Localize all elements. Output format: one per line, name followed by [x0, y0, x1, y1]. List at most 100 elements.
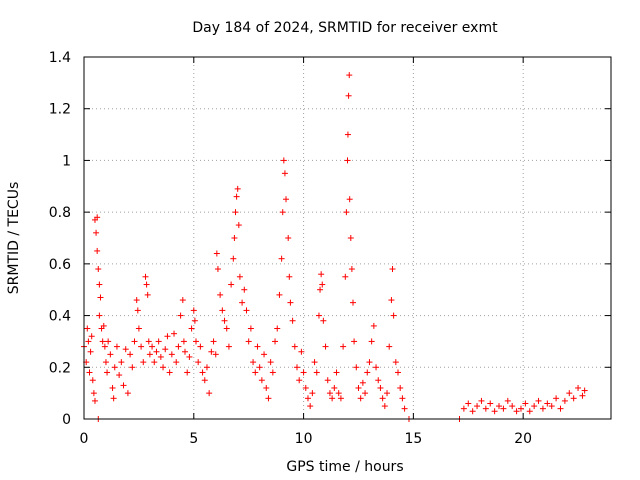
- data-point: [186, 353, 193, 360]
- data-point: [366, 359, 373, 366]
- data-point: [256, 364, 263, 371]
- data-point: [309, 390, 316, 397]
- data-point: [377, 384, 384, 391]
- data-point: [491, 408, 498, 415]
- data-point: [557, 405, 564, 412]
- data-point: [333, 369, 340, 376]
- data-point: [460, 405, 467, 412]
- data-point: [278, 255, 285, 262]
- data-point: [304, 395, 311, 402]
- data-point: [346, 196, 353, 203]
- y-axis-label: SRMTID / TECUs: [6, 182, 22, 295]
- chart-title: Day 184 of 2024, SRMTID for receiver exm…: [192, 20, 498, 36]
- data-point: [465, 400, 472, 407]
- data-point: [267, 359, 274, 366]
- data-point: [298, 348, 305, 355]
- data-point: [355, 384, 362, 391]
- data-point: [192, 338, 199, 345]
- data-point: [89, 377, 96, 384]
- data-point: [368, 338, 375, 345]
- data-point: [133, 297, 140, 304]
- data-point: [364, 369, 371, 376]
- data-point: [101, 343, 108, 350]
- data-point: [392, 359, 399, 366]
- data-point: [235, 222, 242, 229]
- data-point: [84, 325, 91, 332]
- data-point: [100, 322, 107, 329]
- data-point: [353, 364, 360, 371]
- x-tick-label: 10: [295, 431, 313, 447]
- data-point: [190, 307, 197, 314]
- data-point: [96, 312, 103, 319]
- data-point: [182, 348, 189, 355]
- data-point: [223, 325, 230, 332]
- data-point: [263, 384, 270, 391]
- data-point: [177, 312, 184, 319]
- data-point: [131, 338, 138, 345]
- data-point: [234, 185, 241, 192]
- data-point: [487, 400, 494, 407]
- data-point: [203, 364, 210, 371]
- data-point: [340, 343, 347, 350]
- data-point: [143, 281, 150, 288]
- data-point: [343, 209, 350, 216]
- y-tick-label: 0.6: [49, 257, 71, 273]
- grid: [84, 57, 611, 419]
- data-point: [320, 317, 327, 324]
- data-point: [272, 338, 279, 345]
- data-point: [171, 330, 178, 337]
- data-points: [81, 72, 588, 422]
- data-point: [151, 359, 158, 366]
- data-point: [99, 338, 106, 345]
- data-point: [351, 338, 358, 345]
- data-point: [138, 343, 145, 350]
- data-point: [544, 400, 551, 407]
- y-tick-label: 0.4: [49, 309, 71, 325]
- data-point: [146, 351, 153, 358]
- data-point: [575, 384, 582, 391]
- data-point: [302, 384, 309, 391]
- data-point: [307, 403, 314, 410]
- data-point: [482, 405, 489, 412]
- data-point: [553, 395, 560, 402]
- data-point: [210, 338, 217, 345]
- data-point: [145, 338, 152, 345]
- y-tick-label: 1.2: [49, 102, 71, 118]
- data-point: [362, 390, 369, 397]
- data-point: [231, 235, 238, 241]
- data-point: [375, 377, 382, 384]
- data-point: [522, 400, 529, 407]
- data-point: [105, 338, 112, 345]
- data-point: [329, 395, 336, 402]
- data-point: [395, 369, 402, 376]
- data-point: [526, 408, 533, 415]
- data-point: [359, 379, 366, 386]
- data-point: [337, 395, 344, 402]
- data-point: [258, 377, 265, 384]
- x-tick-label: 5: [189, 431, 198, 447]
- data-point: [579, 392, 586, 399]
- data-point: [250, 359, 257, 366]
- data-point: [124, 390, 131, 397]
- data-point: [213, 250, 220, 257]
- plot-frame: [83, 56, 612, 420]
- data-point: [478, 397, 485, 404]
- axis-ticks: 0 0.2 0.4 0.6 0.8 1 1.2 1.4 0 5 10 15 20: [49, 50, 611, 447]
- data-point: [274, 325, 281, 332]
- data-point: [91, 397, 98, 404]
- data-point: [566, 390, 573, 397]
- data-point: [570, 395, 577, 402]
- data-point: [144, 291, 151, 298]
- data-point: [135, 325, 142, 332]
- data-point: [107, 351, 114, 358]
- data-point: [95, 266, 102, 273]
- data-point: [254, 343, 261, 350]
- data-point: [345, 92, 352, 99]
- data-point: [241, 286, 248, 293]
- data-point: [168, 351, 175, 358]
- data-point: [269, 369, 276, 376]
- data-point: [180, 338, 187, 345]
- y-tick-label: 0.2: [49, 360, 71, 376]
- y-tick-label: 1.4: [49, 50, 71, 66]
